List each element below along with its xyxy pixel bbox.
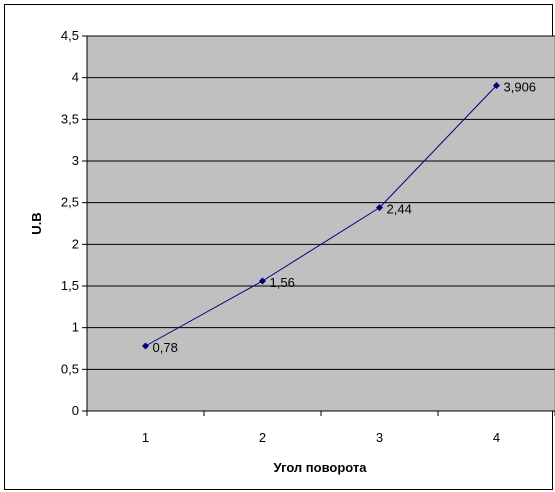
y-axis-ticks: 0 0,5 1 1,5 2 2,5 3 3,5 4 4,5 (61, 28, 87, 418)
y-tick-label: 4,5 (61, 28, 79, 43)
y-tick-label: 3,5 (61, 111, 79, 126)
y-tick-label: 1 (72, 320, 79, 335)
x-tick-label: 2 (259, 430, 266, 445)
data-label: 2,44 (387, 202, 412, 217)
data-label: 3,906 (504, 80, 537, 95)
y-tick-label: 4 (72, 70, 79, 85)
y-tick-label: 0 (72, 403, 79, 418)
data-point-marker (493, 82, 500, 89)
series-line (145, 85, 497, 347)
x-axis-title: Угол поворота (273, 460, 367, 475)
data-point-marker (259, 277, 266, 285)
plot-area (86, 35, 555, 412)
data-point-marker (142, 342, 149, 350)
y-tick-label: 1,5 (61, 278, 79, 293)
y-tick-label: 0,5 (61, 361, 79, 376)
data-point-marker (376, 204, 383, 212)
y-tick-label: 2,5 (61, 195, 79, 210)
x-tick-label: 1 (142, 430, 149, 445)
x-tick-label: 4 (493, 430, 500, 445)
x-tick-label: 3 (376, 430, 383, 445)
gridlines (87, 35, 555, 370)
y-axis-title: U.B (29, 212, 44, 234)
y-tick-label: 2 (72, 236, 79, 251)
series-layer: 0,78 1,56 2,44 3,906 (142, 80, 537, 355)
x-axis-ticks: 1 2 3 4 (86, 411, 555, 445)
y-tick-label: 3 (72, 153, 79, 168)
data-label: 1,56 (270, 275, 295, 290)
data-label: 0,78 (153, 340, 178, 355)
